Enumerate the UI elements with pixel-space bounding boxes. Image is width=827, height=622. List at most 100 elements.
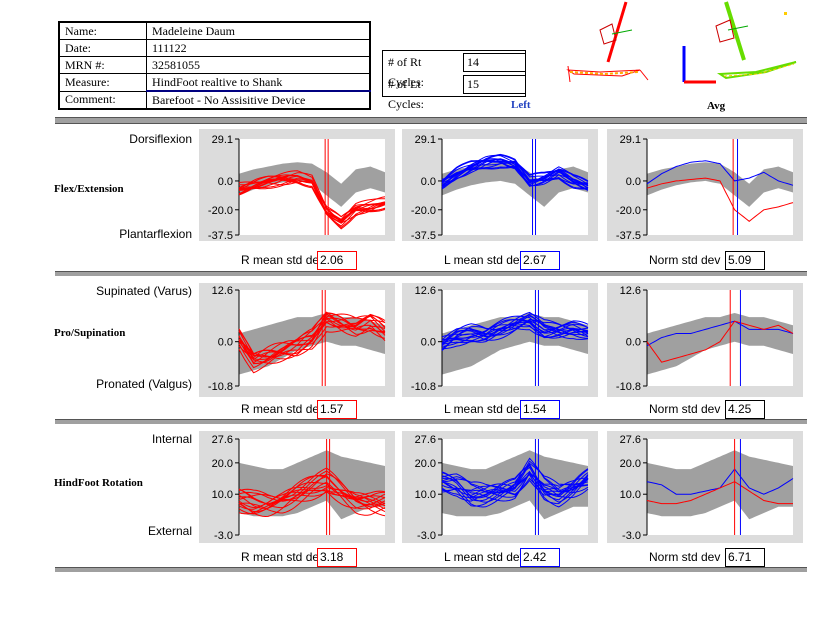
rt-cycles-label: # of Rt Cycles: bbox=[388, 55, 424, 89]
info-row: Name: Madeleine Daum bbox=[58, 21, 371, 40]
row-bottom-label: Pronated (Valgus) bbox=[96, 377, 192, 391]
chart-panel-right: 12.6 0.0 -10.8 bbox=[199, 283, 395, 397]
chart-panel-avg: 12.6 0.0 -10.8 bbox=[607, 283, 803, 397]
cycle-line bbox=[441, 158, 589, 187]
avg-view-caption: Avg bbox=[707, 100, 726, 112]
y-tick-label: 27.6 bbox=[212, 434, 233, 446]
y-tick-label: -10.8 bbox=[616, 381, 641, 393]
cycle-line bbox=[441, 323, 589, 346]
row-top-label: Internal bbox=[151, 432, 192, 446]
info-value: 111122 bbox=[146, 39, 371, 57]
row-title: HindFoot Rotation bbox=[54, 477, 143, 489]
y-tick-label: -20.0 bbox=[208, 205, 233, 217]
separator-top bbox=[55, 117, 807, 124]
separator-row2 bbox=[55, 419, 807, 424]
info-key: Name: bbox=[58, 21, 147, 40]
shank-segment bbox=[606, 1, 628, 63]
mean-line bbox=[646, 320, 794, 347]
cycle-line bbox=[238, 474, 385, 505]
stat-value-box: 3.18 bbox=[317, 548, 357, 567]
y-tick-label: 20.0 bbox=[212, 458, 233, 470]
row-top-label: Dorsiflexion bbox=[129, 132, 192, 146]
row-title: Pro/Supination bbox=[54, 327, 126, 339]
info-key: MRN #: bbox=[58, 56, 147, 74]
cycle-line bbox=[238, 489, 386, 518]
cycle-line bbox=[441, 472, 589, 496]
info-value: Barefoot - No Assisitive Device bbox=[146, 90, 371, 110]
y-tick-label: 20.0 bbox=[620, 458, 641, 470]
left-view-figure bbox=[566, 1, 649, 83]
y-tick-label: 12.6 bbox=[415, 285, 436, 297]
norm-band bbox=[647, 162, 793, 207]
cycle-line bbox=[441, 320, 589, 352]
shank-segment bbox=[724, 1, 746, 61]
cycle-line bbox=[238, 490, 386, 517]
stat-value-box: 2.42 bbox=[520, 548, 560, 567]
lt-cycles-label: # of Lt Cycles: bbox=[388, 77, 424, 111]
stat-value-box: 6.71 bbox=[725, 548, 765, 567]
chart-panel-right: 29.1 0.0 -20.0 -37.5 bbox=[199, 129, 395, 241]
mean-line bbox=[646, 481, 793, 505]
cycle-line bbox=[238, 317, 386, 361]
cycle-line bbox=[238, 179, 386, 230]
cycle-line bbox=[441, 477, 589, 499]
y-tick-label: -37.5 bbox=[616, 230, 641, 241]
info-key: Comment: bbox=[58, 90, 147, 110]
y-tick-label: 12.6 bbox=[620, 285, 641, 297]
lt-cycles-value: 15 bbox=[463, 75, 526, 94]
y-tick-label: -37.5 bbox=[411, 230, 436, 241]
separator-row1 bbox=[55, 271, 807, 276]
chart-svg: 27.6 20.0 10.0 -3.0 bbox=[212, 434, 386, 542]
left-view-caption: Left bbox=[511, 99, 531, 111]
chart-svg: 29.1 0.0 -20.0 -37.5 bbox=[616, 134, 794, 241]
mean-line bbox=[646, 177, 794, 222]
y-tick-label: 29.1 bbox=[415, 134, 436, 146]
cycle-line bbox=[238, 312, 386, 355]
chart-panel-left: 27.6 20.0 10.0 -3.0 bbox=[402, 431, 598, 543]
y-tick-label: 12.6 bbox=[212, 285, 233, 297]
chart-panel-left: 29.1 0.0 -20.0 -37.5 bbox=[402, 129, 598, 241]
rt-cycles-value: 14 bbox=[463, 53, 526, 72]
stat-label: L mean std dev bbox=[444, 402, 526, 416]
y-tick-label: 27.6 bbox=[415, 434, 436, 446]
stat-label: R mean std dev bbox=[241, 402, 326, 416]
stat-value-box: 1.57 bbox=[317, 400, 357, 419]
mean-line bbox=[646, 160, 794, 186]
norm-band bbox=[647, 313, 793, 375]
stat-value-box: 1.54 bbox=[520, 400, 560, 419]
cycle-line bbox=[441, 159, 589, 187]
row-bottom-label: Plantarflexion bbox=[119, 227, 192, 241]
y-tick-label: 0.0 bbox=[626, 337, 641, 349]
chart-svg: 27.6 20.0 10.0 -3.0 bbox=[415, 434, 589, 542]
stat-value-box: 4.25 bbox=[725, 400, 765, 419]
row-title: Flex/Extension bbox=[54, 183, 124, 195]
cycle-line bbox=[441, 161, 588, 185]
stat-label: R mean std dev bbox=[241, 550, 326, 564]
y-tick-label: 0.0 bbox=[626, 176, 641, 188]
y-tick-label: 0.0 bbox=[421, 176, 436, 188]
cycle-line bbox=[441, 464, 589, 503]
info-key: Measure: bbox=[58, 73, 147, 92]
chart-panel-avg: 27.6 20.0 10.0 -3.0 bbox=[607, 431, 803, 543]
y-tick-label: 0.0 bbox=[218, 176, 233, 188]
cycle-line bbox=[238, 315, 386, 364]
stat-label: Norm std dev bbox=[649, 253, 721, 267]
foot-segment bbox=[716, 61, 797, 80]
chart-panel-avg: 29.1 0.0 -20.0 -37.5 bbox=[607, 129, 803, 241]
norm-band bbox=[239, 162, 385, 207]
info-value: HindFoot realtive to Shank bbox=[146, 73, 371, 92]
y-tick-label: 29.1 bbox=[212, 134, 233, 146]
row-bottom-label: External bbox=[147, 524, 192, 538]
stat-label: Norm std dev bbox=[649, 402, 721, 416]
info-row: MRN #: 32581055 bbox=[58, 56, 371, 74]
y-tick-label: -10.8 bbox=[208, 381, 233, 393]
cycle-line bbox=[441, 160, 588, 184]
cycle-line bbox=[441, 327, 589, 350]
stat-value-box: 5.09 bbox=[725, 251, 765, 270]
y-tick-label: 10.0 bbox=[212, 489, 233, 501]
y-tick-label: -3.0 bbox=[622, 530, 641, 542]
cycle-line bbox=[441, 158, 589, 189]
cycles-box: # of Rt Cycles: 14 # of Lt Cycles: 15 bbox=[382, 50, 526, 111]
cycle-line bbox=[441, 472, 589, 502]
cycle-line bbox=[238, 313, 386, 358]
